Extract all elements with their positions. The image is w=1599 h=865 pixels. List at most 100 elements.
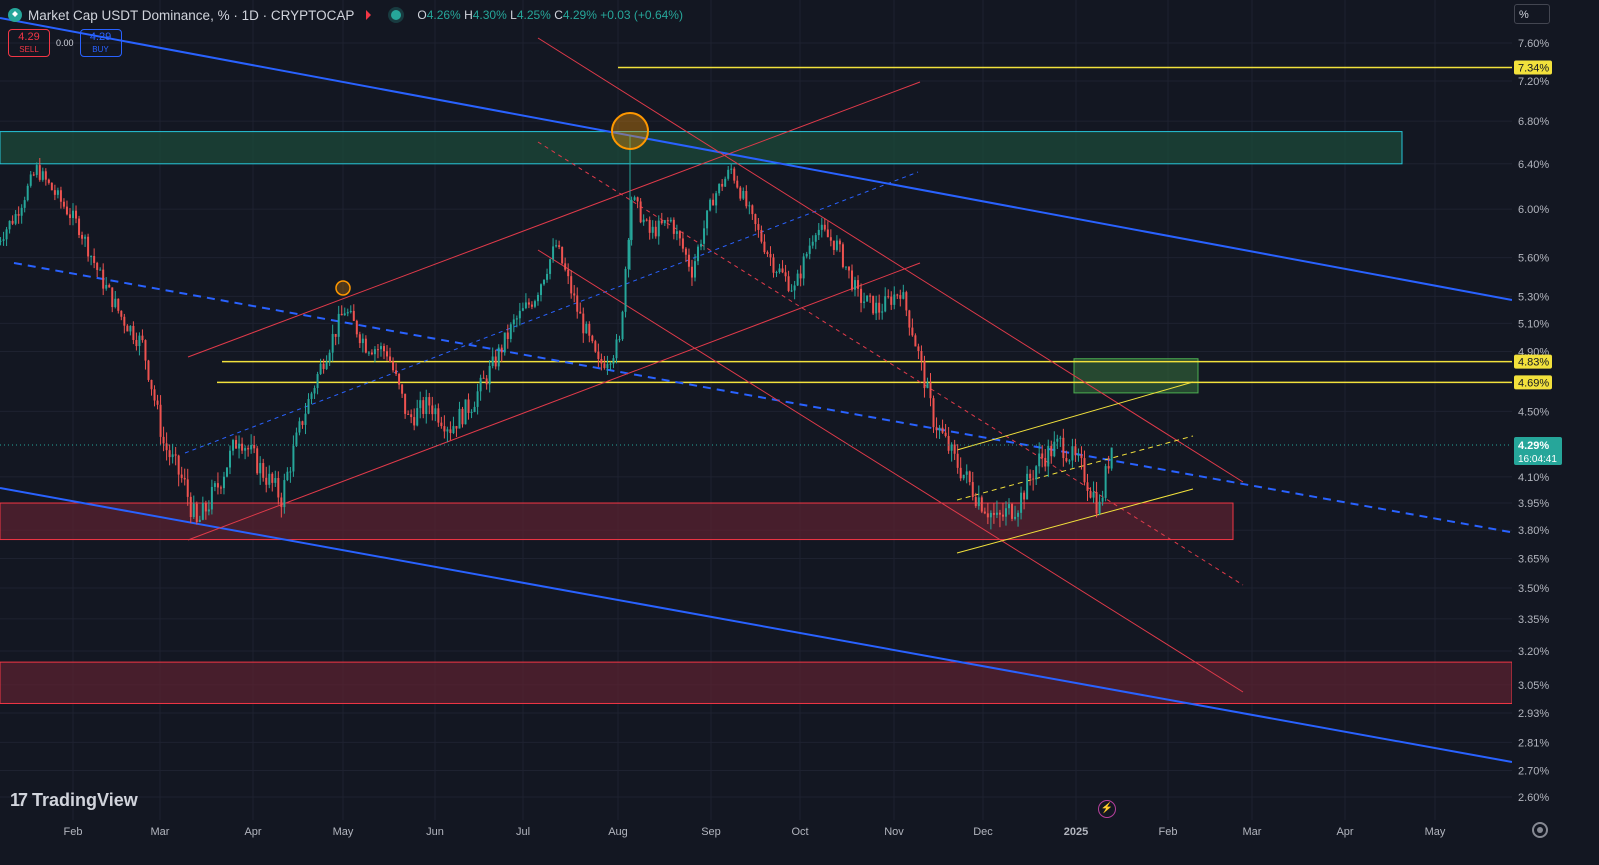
candle-body	[102, 269, 105, 289]
candle-body	[956, 453, 959, 468]
candle-body	[11, 220, 14, 224]
candle-body	[618, 339, 621, 341]
close-value: 4.29%	[562, 8, 597, 22]
trend-line	[0, 17, 1513, 301]
tradingview-logo[interactable]: 17 TradingView	[10, 790, 138, 811]
candle-body	[1053, 441, 1056, 457]
gear-icon[interactable]	[1532, 822, 1548, 838]
x-tick-label: Mar	[1243, 826, 1262, 838]
y-tick-label: 5.60%	[1518, 253, 1549, 265]
candle-body	[144, 340, 147, 361]
sell-button[interactable]: 4.29 SELL	[8, 29, 50, 57]
candle-body	[295, 432, 298, 446]
candle-body	[14, 214, 17, 224]
candle-body	[838, 240, 841, 245]
candle-body	[757, 224, 760, 230]
candle-body	[959, 467, 962, 479]
market-status-icon[interactable]	[391, 10, 402, 20]
candle-body	[485, 378, 488, 385]
x-tick-label: Sep	[701, 826, 721, 838]
tether-logo-icon	[8, 8, 22, 22]
candle-body	[703, 228, 706, 244]
candle-body	[1110, 447, 1113, 469]
candle-body	[558, 245, 561, 247]
candle-body	[681, 238, 684, 249]
candle-body	[473, 406, 476, 412]
buy-button[interactable]: 4.29 BUY	[79, 29, 122, 57]
candle-body	[899, 295, 902, 299]
candle-body	[715, 193, 718, 206]
y-tick-label: 5.10%	[1518, 318, 1549, 330]
bolt-icon[interactable]: ⚡	[1098, 800, 1116, 818]
candle-body	[361, 338, 364, 344]
green-resistance-zone	[0, 131, 1403, 165]
candle-body	[59, 190, 62, 202]
symbol-title[interactable]: Market Cap USDT Dominance, % · 1D · CRYP…	[28, 7, 355, 23]
candle-body	[863, 301, 866, 303]
candle-body	[367, 352, 370, 354]
candle-body	[980, 497, 983, 512]
candle-body	[174, 454, 177, 456]
candle-body	[654, 226, 657, 237]
candle-body	[672, 219, 675, 234]
candle-body	[476, 391, 479, 407]
candle-body	[920, 351, 923, 361]
candle-body	[5, 229, 8, 240]
candle-body	[594, 341, 597, 352]
candle-body	[754, 214, 757, 225]
candle-body	[156, 400, 159, 405]
candle-body	[564, 263, 567, 270]
candle-body	[482, 377, 485, 379]
candle-body	[1095, 492, 1098, 514]
candle-body	[1077, 454, 1080, 456]
candle-body	[1041, 453, 1044, 458]
candle-body	[690, 266, 693, 278]
candle-body	[349, 310, 352, 313]
candle-body	[814, 235, 817, 242]
price-tag	[1514, 354, 1552, 369]
candle-body	[410, 414, 413, 418]
x-tick-label: Dec	[973, 826, 993, 838]
candle-body	[727, 169, 730, 179]
flag-icon[interactable]	[366, 10, 372, 20]
candle-body	[929, 382, 932, 399]
candle-body	[56, 190, 59, 195]
trend-line	[184, 171, 919, 454]
candle-body	[524, 302, 527, 309]
price-tag	[1514, 60, 1552, 75]
candle-body	[998, 512, 1001, 515]
candle-body	[331, 333, 334, 353]
candle-body	[760, 229, 763, 242]
countdown-label: 16:04:41	[1518, 454, 1557, 465]
candle-body	[533, 301, 536, 307]
candle-body	[44, 171, 47, 180]
candle-body	[518, 310, 521, 319]
candle-body	[515, 318, 518, 320]
candle-body	[479, 377, 482, 392]
candle-body	[624, 268, 627, 312]
candle-body	[165, 443, 168, 451]
candle-body	[286, 471, 289, 481]
x-tick-label: Oct	[791, 826, 808, 838]
candle-body	[135, 340, 138, 347]
candle-body	[198, 519, 201, 523]
candle-body	[675, 231, 678, 234]
candle-body	[730, 168, 733, 170]
scale-mode-button[interactable]: %	[1514, 4, 1550, 24]
x-tick-label: Feb	[64, 826, 83, 838]
chart-header: Market Cap USDT Dominance, % · 1D · CRYP…	[8, 6, 683, 24]
candle-body	[872, 295, 875, 314]
candle-body	[256, 448, 259, 474]
y-tick-label: 6.00%	[1518, 204, 1549, 216]
candle-body	[766, 252, 769, 255]
candle-body	[1062, 437, 1065, 459]
candle-body	[1029, 473, 1032, 479]
trend-line	[537, 37, 1244, 483]
candle-body	[497, 347, 500, 367]
candle-body	[313, 388, 316, 394]
trend-line	[956, 435, 1194, 501]
candle-body	[536, 294, 539, 302]
trend-line	[537, 249, 1244, 693]
price-axis	[1512, 0, 1599, 865]
